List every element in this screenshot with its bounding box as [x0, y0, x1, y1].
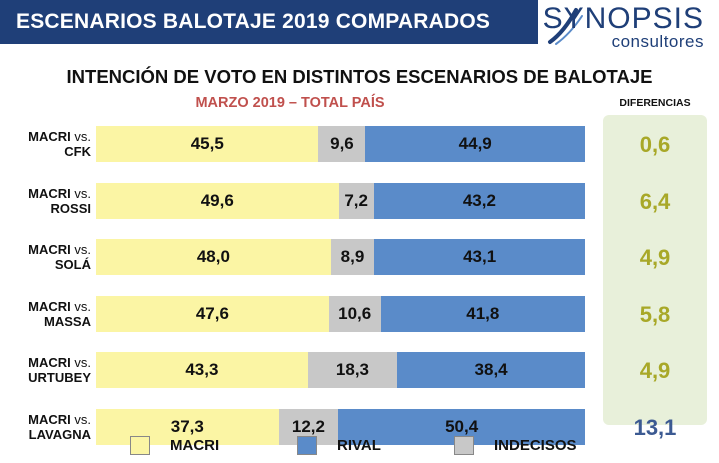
bar-segment-macri: 47,6 [96, 295, 329, 332]
difference-value: 4,9 [639, 358, 671, 383]
row-label-vs: vs. [74, 129, 91, 144]
header-bar: ESCENARIOS BALOTAJE 2019 COMPARADOS [0, 0, 538, 44]
row-label-rival: ROSSI [50, 200, 91, 216]
row-label: MACRI vs. ROSSI [0, 186, 91, 216]
row-label: MACRI vs. MASSA [0, 299, 91, 329]
differences-header: DIFERENCIAS [619, 97, 691, 109]
differences-panel [603, 115, 707, 425]
row-label-rival: URTUBEY [28, 370, 91, 385]
row-label-lead: MACRI [28, 185, 71, 201]
row-label-lead: MACRI [28, 298, 71, 314]
row-label-vs: vs. [74, 185, 91, 201]
chart-subtitle: MARZO 2019 – TOTAL PAÍS [195, 95, 385, 111]
bar-segment-rival: 43,1 [374, 239, 585, 275]
difference-value: 13,1 [633, 414, 677, 440]
difference-value: 5,8 [639, 301, 671, 327]
legend-label-macri: MACRI [170, 437, 220, 454]
header-title: ESCENARIOS BALOTAJE 2019 COMPARADOS [16, 10, 491, 33]
legend-swatch-macri [130, 436, 150, 455]
bar-segment-undecided: 7,2 [338, 182, 374, 219]
bar-segment-macri: 48,0 [96, 239, 331, 275]
row-label-vs: vs. [74, 242, 91, 257]
legend-swatch-rival [297, 436, 317, 455]
bar-segment-undecided: 8,9 [330, 239, 375, 275]
bar-segment-macri: 45,5 [96, 126, 319, 162]
row-label: MACRI vs. SOLÁ [0, 242, 91, 272]
legend-label-undecided: INDECISOS [494, 437, 577, 454]
row-label-lead: MACRI [28, 355, 71, 370]
difference-value: 0,6 [639, 132, 671, 157]
row-label-lead: MACRI [28, 411, 71, 427]
bar-segment-macri: 43,3 [96, 352, 308, 388]
logo-sub-text: consultores [611, 32, 704, 51]
row-label-vs: vs. [74, 355, 91, 370]
bar-segment-undecided: 9,6 [318, 126, 366, 162]
row-label-lead: MACRI [28, 129, 71, 144]
legend-swatch-undecided [454, 436, 474, 455]
chart-title: INTENCIÓN DE VOTO EN DISTINTOS ESCENARIO… [66, 66, 653, 87]
row-label-rival: LAVAGNA [28, 426, 91, 442]
bar-segment-undecided: 10,6 [328, 295, 381, 332]
row-label-lead: MACRI [28, 242, 71, 257]
bar-segment-rival: 38,4 [397, 352, 585, 388]
logo-swoosh-icon [548, 8, 583, 45]
row-label-rival: SOLÁ [54, 257, 91, 272]
bar-segment-macri: 49,6 [96, 182, 339, 219]
bar-segment-rival: 50,4 [338, 408, 585, 445]
bar-segment-rival: 44,9 [365, 126, 585, 162]
synopsis-logo: SYNOPSIS consultores [542, 2, 716, 51]
bar-segment-rival: 41,8 [380, 295, 585, 332]
row-label-vs: vs. [74, 298, 91, 314]
legend-label-rival: RIVAL [337, 437, 381, 454]
bar-segment-undecided: 18,3 [307, 352, 398, 388]
logo-main-text: SYNOPSIS [542, 2, 704, 35]
row-label: MACRI vs. LAVAGNA [0, 412, 91, 442]
difference-value: 4,9 [639, 245, 671, 270]
row-label-vs: vs. [74, 411, 91, 427]
bar-segment-macri: 37,3 [96, 408, 279, 445]
row-label: MACRI vs. URTUBEY [0, 355, 91, 385]
row-label-rival: MASSA [44, 313, 91, 329]
row-label: MACRI vs. CFK [0, 129, 91, 159]
row-label-rival: CFK [64, 144, 91, 159]
bar-segment-rival: 43,2 [373, 182, 585, 219]
difference-value: 6,4 [639, 188, 671, 214]
